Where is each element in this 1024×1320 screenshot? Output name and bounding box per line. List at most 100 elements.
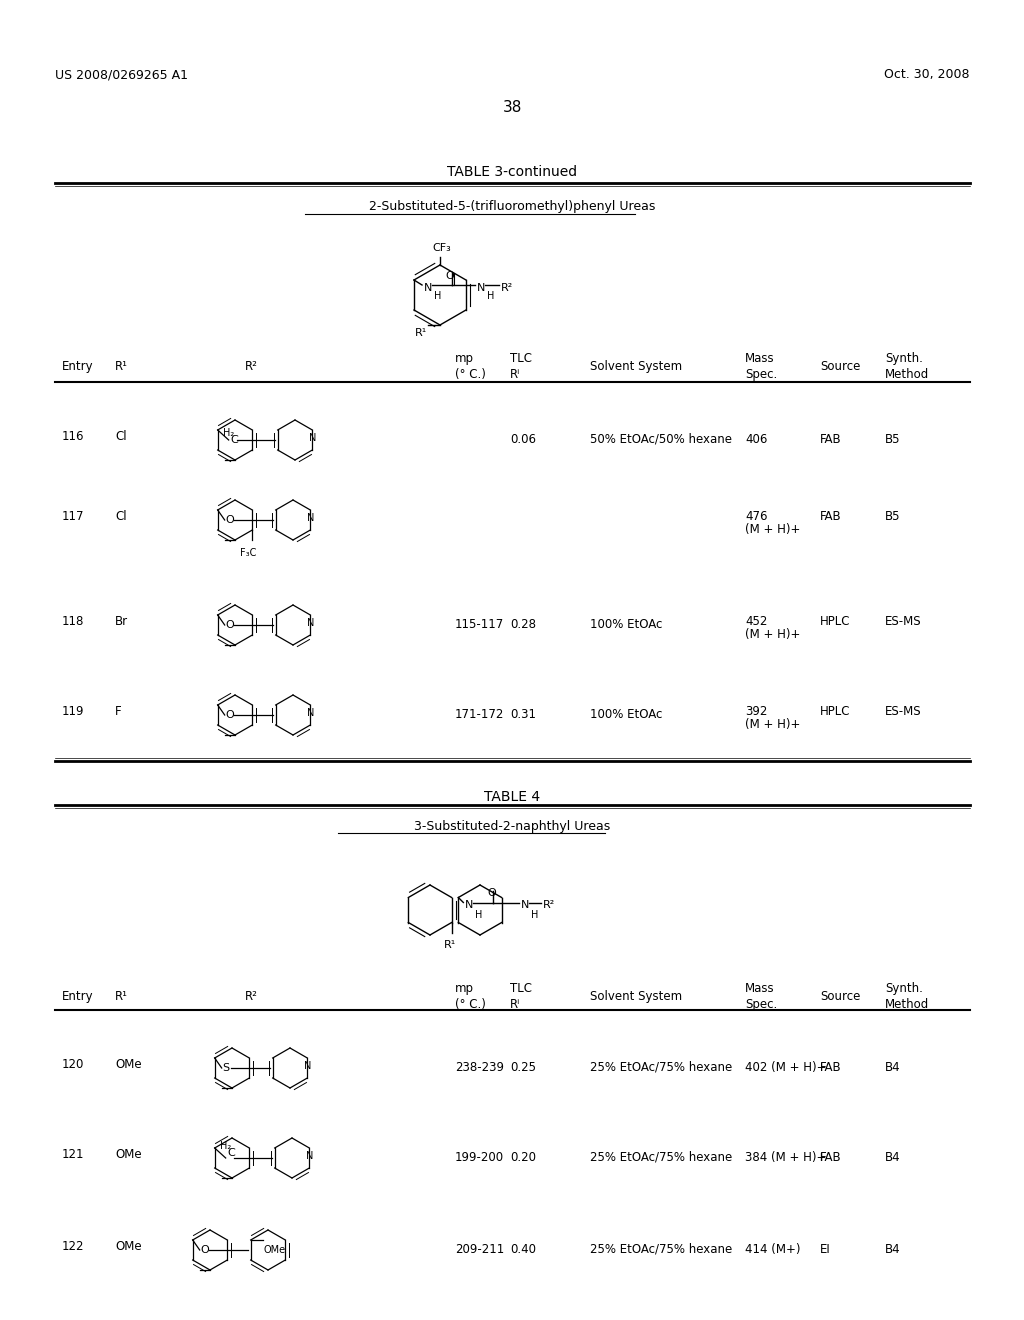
Text: Source: Source [820, 990, 860, 1003]
Text: H₂: H₂ [222, 428, 233, 438]
Text: 476: 476 [745, 510, 768, 523]
Text: mp: mp [455, 982, 474, 995]
Text: 209-211: 209-211 [455, 1243, 504, 1257]
Text: 100% EtOAc: 100% EtOAc [590, 708, 663, 721]
Text: ES-MS: ES-MS [885, 615, 922, 628]
Text: Entry: Entry [62, 990, 93, 1003]
Text: Mass: Mass [745, 982, 774, 995]
Text: 0.06: 0.06 [510, 433, 536, 446]
Text: 50% EtOAc/50% hexane: 50% EtOAc/50% hexane [590, 433, 732, 446]
Text: Cl: Cl [115, 430, 127, 444]
Text: TABLE 4: TABLE 4 [484, 789, 540, 804]
Text: Cl: Cl [115, 510, 127, 523]
Text: Method: Method [885, 368, 929, 381]
Text: 0.25: 0.25 [510, 1061, 536, 1074]
Text: FAB: FAB [820, 1151, 842, 1164]
Text: 2-Substituted-5-(trifluoromethyl)phenyl Ureas: 2-Substituted-5-(trifluoromethyl)phenyl … [369, 201, 655, 213]
Text: B5: B5 [885, 433, 900, 446]
Text: B5: B5 [885, 510, 900, 523]
Text: Synth.: Synth. [885, 982, 923, 995]
Text: ES-MS: ES-MS [885, 705, 922, 718]
Text: S: S [222, 1063, 229, 1073]
Text: N: N [424, 282, 432, 293]
Text: R¹: R¹ [115, 990, 128, 1003]
Text: OMe: OMe [115, 1059, 141, 1071]
Text: FAB: FAB [820, 510, 842, 523]
Text: (M + H)+: (M + H)+ [745, 628, 801, 642]
Text: R¹: R¹ [115, 360, 128, 374]
Text: HPLC: HPLC [820, 705, 851, 718]
Text: Spec.: Spec. [745, 998, 777, 1011]
Text: Mass: Mass [745, 352, 774, 366]
Text: 38: 38 [503, 100, 521, 115]
Text: B4: B4 [885, 1061, 901, 1074]
Text: TLC: TLC [510, 982, 532, 995]
Text: 0.31: 0.31 [510, 708, 536, 721]
Text: B4: B4 [885, 1243, 901, 1257]
Text: 199-200: 199-200 [455, 1151, 504, 1164]
Text: 171-172: 171-172 [455, 708, 505, 721]
Text: (M + H)+: (M + H)+ [745, 523, 801, 536]
Text: 406: 406 [745, 433, 767, 446]
Text: 118: 118 [62, 615, 84, 628]
Text: R²: R² [245, 990, 258, 1003]
Text: 117: 117 [62, 510, 85, 523]
Text: OMe: OMe [263, 1245, 286, 1255]
Text: 122: 122 [62, 1239, 85, 1253]
Text: O: O [225, 620, 234, 630]
Text: R²: R² [544, 899, 556, 909]
Text: Rⁱ: Rⁱ [510, 998, 520, 1011]
Text: H: H [531, 909, 539, 920]
Text: N: N [477, 282, 485, 293]
Text: (° C.): (° C.) [455, 368, 485, 381]
Text: 0.20: 0.20 [510, 1151, 536, 1164]
Text: Entry: Entry [62, 360, 93, 374]
Text: TABLE 3-continued: TABLE 3-continued [446, 165, 578, 180]
Text: N: N [521, 899, 529, 909]
Text: (° C.): (° C.) [455, 998, 485, 1011]
Text: N: N [307, 708, 314, 718]
Text: H: H [475, 909, 482, 920]
Text: OMe: OMe [115, 1239, 141, 1253]
Text: O: O [201, 1245, 210, 1255]
Text: Oct. 30, 2008: Oct. 30, 2008 [885, 69, 970, 81]
Text: 392: 392 [745, 705, 767, 718]
Text: mp: mp [455, 352, 474, 366]
Text: 384 (M + H)+: 384 (M + H)+ [745, 1151, 826, 1164]
Text: 100% EtOAc: 100% EtOAc [590, 618, 663, 631]
Text: Br: Br [115, 615, 128, 628]
Text: 116: 116 [62, 430, 85, 444]
Text: FAB: FAB [820, 1061, 842, 1074]
Text: F: F [115, 705, 122, 718]
Text: R¹: R¹ [443, 940, 456, 950]
Text: Spec.: Spec. [745, 368, 777, 381]
Text: CF₃: CF₃ [432, 243, 451, 253]
Text: 25% EtOAc/75% hexane: 25% EtOAc/75% hexane [590, 1061, 732, 1074]
Text: Source: Source [820, 360, 860, 374]
Text: (M + H)+: (M + H)+ [745, 718, 801, 731]
Text: B4: B4 [885, 1151, 901, 1164]
Text: R²: R² [501, 282, 513, 293]
Text: O: O [445, 271, 455, 281]
Text: N: N [307, 618, 314, 628]
Text: FAB: FAB [820, 433, 842, 446]
Text: 25% EtOAc/75% hexane: 25% EtOAc/75% hexane [590, 1151, 732, 1164]
Text: Solvent System: Solvent System [590, 360, 682, 374]
Text: C: C [230, 436, 239, 445]
Text: N: N [307, 513, 314, 523]
Text: Rⁱ: Rⁱ [510, 368, 520, 381]
Text: O: O [225, 515, 234, 525]
Text: 3-Substituted-2-naphthyl Ureas: 3-Substituted-2-naphthyl Ureas [414, 820, 610, 833]
Text: 120: 120 [62, 1059, 84, 1071]
Text: 238-239: 238-239 [455, 1061, 504, 1074]
Text: C: C [227, 1148, 236, 1158]
Text: EI: EI [820, 1243, 830, 1257]
Text: N: N [465, 899, 474, 909]
Text: O: O [487, 888, 496, 899]
Text: H₂: H₂ [220, 1140, 231, 1151]
Text: HPLC: HPLC [820, 615, 851, 628]
Text: 0.28: 0.28 [510, 618, 536, 631]
Text: 452: 452 [745, 615, 767, 628]
Text: R²: R² [245, 360, 258, 374]
Text: 0.40: 0.40 [510, 1243, 536, 1257]
